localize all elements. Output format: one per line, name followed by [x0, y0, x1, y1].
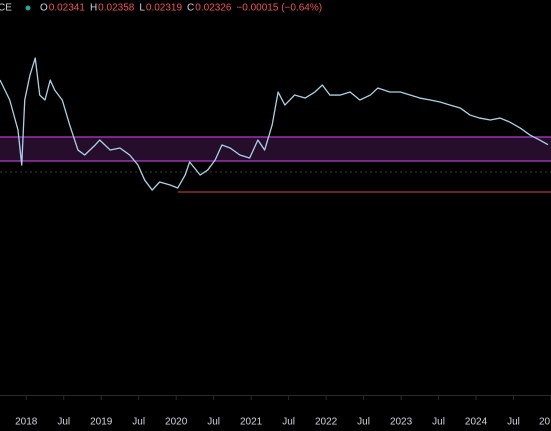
ohlc-value: 0.02326 — [195, 3, 232, 14]
x-tick-label: 2018 — [15, 417, 38, 428]
ohlc-label: C — [187, 3, 194, 14]
x-tick-label: 20 — [539, 417, 551, 428]
x-tick-label: Jul — [507, 417, 520, 428]
x-tick-label: 2020 — [165, 417, 188, 428]
x-tick-label: Jul — [132, 417, 145, 428]
change: −0.00015 (−0.64%) — [236, 3, 322, 14]
symbol: CE — [0, 3, 12, 14]
ohlc-value: 0.02358 — [98, 3, 135, 14]
ohlc-label: O — [40, 3, 48, 14]
x-tick-label: Jul — [207, 417, 220, 428]
ohlc-label: L — [139, 3, 145, 14]
x-axis: 2018 Jul 2019 Jul 2020 Jul 2021 Jul 2022 Jul 2023 J… — [15, 396, 551, 428]
x-tick-label: Jul — [432, 417, 445, 428]
legend-header: CE O 0.02341 H 0.02358 L 0.02319 C 0.02326 −0.00… — [0, 3, 322, 14]
zone — [0, 137, 551, 162]
ohlc-label: H — [90, 3, 97, 14]
x-tick-label: 2022 — [315, 417, 338, 428]
plot-area — [0, 57, 551, 193]
x-tick-label: 2024 — [465, 417, 488, 428]
ohlc-value: 0.02319 — [146, 3, 183, 14]
x-tick-label: Jul — [282, 417, 295, 428]
ohlc-value: 0.02341 — [49, 3, 86, 14]
status-dot — [25, 5, 31, 11]
x-tick-label: Jul — [357, 417, 370, 428]
price-line — [0, 57, 549, 191]
x-tick-label: 2021 — [240, 417, 263, 428]
x-tick-label: 2023 — [390, 417, 413, 428]
x-tick-label: Jul — [57, 417, 70, 428]
x-tick-label: 2019 — [90, 417, 113, 428]
